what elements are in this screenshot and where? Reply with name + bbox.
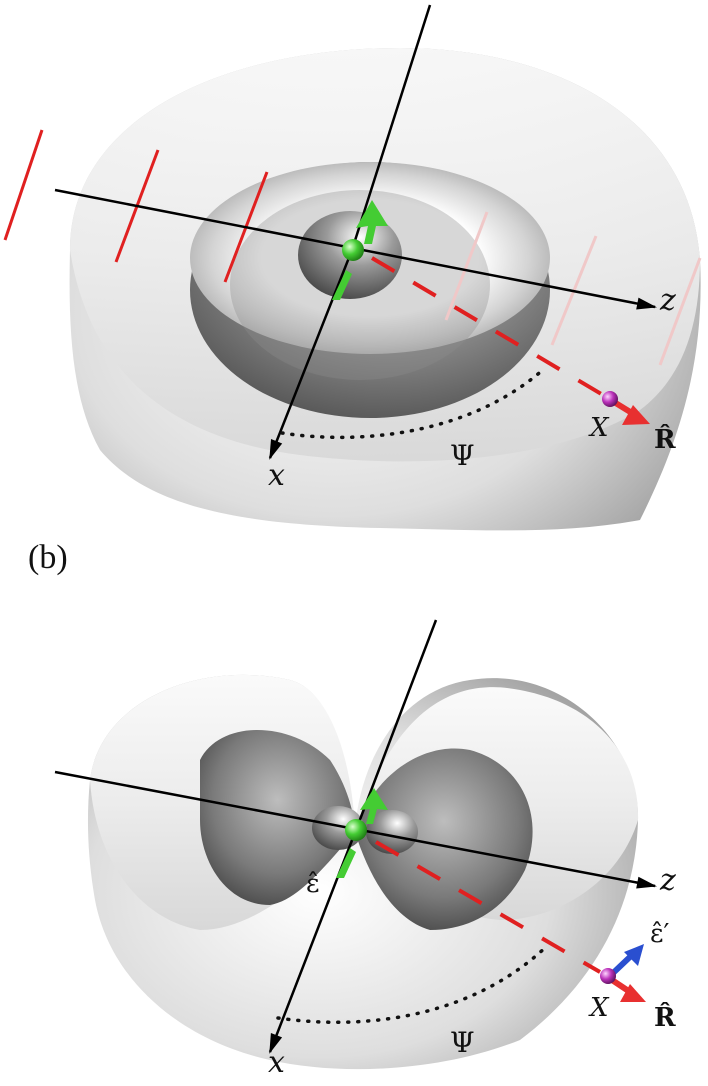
top-psi-arc <box>280 366 547 440</box>
top-field-line-faint <box>658 257 702 366</box>
bottom-z-label: z <box>659 863 676 898</box>
top-ion-label: X <box>588 413 610 443</box>
top-r-arrow-head <box>622 405 650 425</box>
top-ion <box>602 391 618 407</box>
bottom-x-label: x <box>268 1045 285 1080</box>
top-field-line <box>3 129 44 241</box>
bottom-ion-label: X <box>588 993 610 1023</box>
top-r-label: R̂ <box>654 424 676 455</box>
panel-b-label: (b) <box>28 539 68 576</box>
bottom-dashed-line <box>374 840 602 974</box>
top-x-label: x <box>268 458 285 493</box>
bottom-middle-right-lobe <box>355 748 533 930</box>
bottom-panel: z x Ψ X R̂ ε̂ ε̂′ <box>54 619 676 1080</box>
top-field-line-faint <box>444 211 489 321</box>
bottom-axis-vertical <box>354 619 438 831</box>
bottom-psi-arc <box>276 943 550 1025</box>
top-axis-x <box>268 249 354 460</box>
top-electron <box>342 239 364 261</box>
bottom-electron-up-arrow <box>360 788 388 824</box>
top-panel: z x Ψ X R̂ <box>3 4 702 531</box>
bottom-electron-down-arrow <box>336 848 356 878</box>
top-z-label: z <box>659 283 676 318</box>
bottom-electron <box>345 819 367 841</box>
top-axis-vertical <box>350 4 432 251</box>
bottom-ion <box>600 968 616 984</box>
bottom-middle-left-lobe <box>200 730 355 905</box>
bottom-eps-prime-arrow-head <box>624 944 644 966</box>
bottom-r-label: R̂ <box>654 1002 676 1033</box>
top-electron-down-arrow <box>332 270 352 300</box>
top-psi-label: Ψ <box>450 439 475 472</box>
bottom-eps-prime-label: ε̂′ <box>650 919 669 949</box>
top-electron-up-arrow <box>356 200 388 244</box>
bottom-r-arrow-head <box>620 984 646 1002</box>
bottom-eps-label: ε̂ <box>306 869 319 899</box>
bottom-psi-label: Ψ <box>450 1026 475 1059</box>
bottom-eps-prime-arrow-shaft <box>609 952 635 977</box>
